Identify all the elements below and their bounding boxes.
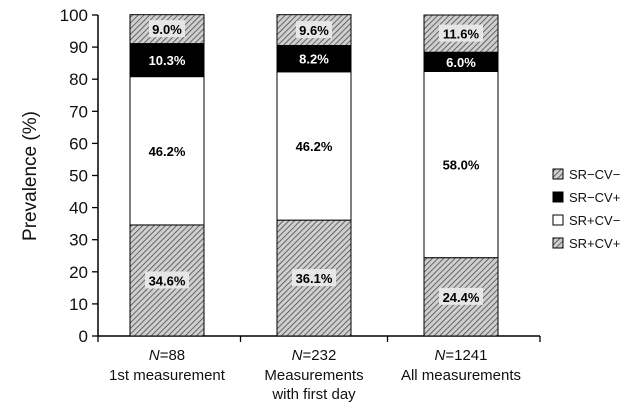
legend-label: SR−CV− [569,167,620,182]
data-label: 9.0% [152,22,182,37]
data-label: 10.3% [149,53,186,68]
legend-swatch [552,214,564,226]
legend-swatch [552,191,564,203]
y-tick-label: 50 [69,167,88,186]
legend-label: SR+CV− [569,213,620,228]
data-label-bg [292,269,336,287]
legend-swatch [552,168,564,180]
y-tick-label: 80 [69,70,88,89]
data-label: 46.2% [296,139,333,154]
data-label-bg [439,24,483,42]
data-label-bg [296,21,332,39]
y-tick-label: 70 [69,102,88,121]
y-axis-label: Prevalence (%) [20,111,41,241]
y-tick-label: 30 [69,231,88,250]
y-tick-label: 90 [69,38,88,57]
data-label: 46.2% [149,144,186,159]
x-category-label-line: Measurements [264,367,363,384]
bar-segment [276,71,352,221]
plot-area: 0 10 20 30 40 50 60 70 80 90 100 34.6% 46.2% 10.3% 9.0… [60,6,541,403]
x-category-label: N=1241 [435,347,488,364]
y-tick-label: 20 [69,263,88,282]
data-label: 9.6% [299,23,329,38]
bar-segment [276,44,352,73]
bar-segment [129,76,205,226]
bar-segment [129,43,205,78]
data-label: 11.6% [443,27,480,42]
y-tick-label: 10 [69,295,88,314]
x-category-label: N=88 [149,347,185,364]
legend-swatch [552,237,564,249]
data-label: 6.0% [446,55,476,70]
data-label-bg [145,271,189,289]
data-label: 24.4% [443,290,480,305]
x-category-label-line: 1st measurement [109,367,226,384]
y-tick-label: 100 [60,6,88,25]
legend: SR−CV− SR−CV+ SR+CV− SR+CV+ [552,167,620,251]
x-category-label-line: with first day [271,386,356,403]
y-tick-label: 40 [69,199,88,218]
data-label: 34.6% [149,273,186,288]
data-label: 8.2% [299,52,329,67]
data-label-bg [439,287,483,305]
data-label-bg [149,20,185,38]
y-tick-label: 60 [69,134,88,153]
legend-label: SR+CV+ [569,236,620,251]
legend-label: SR−CV+ [569,190,620,205]
x-category-label-line: All measurements [401,367,521,384]
data-label: 36.1% [296,271,333,286]
data-label: 58.0% [443,158,480,173]
y-tick-label: 0 [79,327,88,346]
x-category-label: N=232 [292,347,337,364]
